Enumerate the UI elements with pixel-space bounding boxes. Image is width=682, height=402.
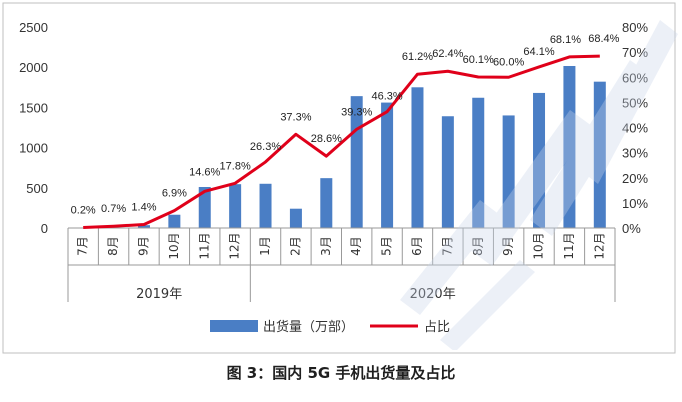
year-group-label: 2019年 [136,287,182,302]
x-tick-label: 11月 [562,232,576,259]
line-data-label: 0.2% [71,204,96,216]
bar [229,184,242,228]
x-tick-label: 8月 [471,236,485,256]
y-right-tick-label: 30% [622,146,648,161]
y-right-tick-label: 0% [622,221,641,236]
x-tick-label: 5月 [380,236,394,256]
line-data-label: 1.4% [131,201,156,213]
line-data-label: 28.6% [311,133,342,145]
line-data-label: 62.4% [432,48,463,60]
y-right-tick-label: 60% [622,70,648,85]
line-data-label: 39.3% [341,106,372,118]
y-right-tick-label: 20% [622,171,648,186]
line-data-label: 60.0% [493,56,524,68]
line-data-label: 6.9% [162,188,187,200]
bar [472,97,485,228]
x-tick-label: 1月 [258,236,272,256]
bar [441,116,454,228]
legend-line-label: 占比 [424,320,450,335]
bar [381,102,394,228]
line-data-label: 61.2% [402,51,433,63]
chart-border [2,2,676,354]
x-tick-label: 6月 [410,236,424,256]
y-right-tick-label: 40% [622,121,648,136]
line-data-label: 26.3% [250,141,281,153]
year-group-label: 2020年 [410,287,456,302]
x-tick-label: 2月 [288,236,302,256]
line-data-label: 68.4% [588,33,619,45]
x-tick-label: 12月 [228,232,242,259]
x-tick-label: 9月 [136,236,150,256]
bar [563,65,576,228]
bar [168,214,181,228]
y-left-tick-label: 0 [41,221,48,236]
line-data-label: 0.7% [101,203,126,215]
bar [137,225,150,228]
bar [320,178,333,228]
y-left-tick-label: 500 [26,181,48,196]
x-tick-label: 10月 [167,232,181,259]
y-left-tick-label: 2500 [19,20,48,35]
bar [593,81,606,228]
line-data-label: 37.3% [280,111,311,123]
bar [289,208,302,228]
bar [502,115,515,228]
bar [198,186,211,228]
bar [533,92,546,228]
x-tick-label: 4月 [349,236,363,256]
line-data-label: 68.1% [550,34,581,46]
legend-bar-swatch [210,320,258,332]
bar [411,87,424,228]
line-data-label: 17.8% [220,160,251,172]
line-data-label: 46.3% [371,91,402,103]
x-tick-label: 12月 [592,232,606,259]
x-tick-label: 8月 [106,236,120,256]
x-tick-label: 11月 [197,232,211,259]
y-right-tick-label: 80% [622,20,648,35]
bar [259,183,272,228]
y-right-tick-label: 70% [622,45,648,60]
x-tick-label: 3月 [319,236,333,256]
y-left-tick-label: 1500 [19,100,48,115]
legend-bar-label: 出货量（万部） [263,319,354,335]
y-left-tick-label: 1000 [19,141,48,156]
y-right-tick-label: 10% [622,196,648,211]
line-data-label: 60.1% [463,54,494,66]
line-data-label: 14.6% [189,166,220,178]
figure-caption: 图 3：国内 5G 手机出货量及占比 [226,364,456,382]
y-right-tick-label: 50% [622,95,648,110]
x-tick-label: 10月 [532,232,546,259]
x-tick-label: 7月 [76,236,90,256]
share-line [83,54,600,229]
x-tick-label: 9月 [501,236,515,256]
x-tick-label: 7月 [440,236,454,256]
y-left-tick-label: 2000 [19,60,48,75]
line-data-label: 64.1% [523,46,554,58]
